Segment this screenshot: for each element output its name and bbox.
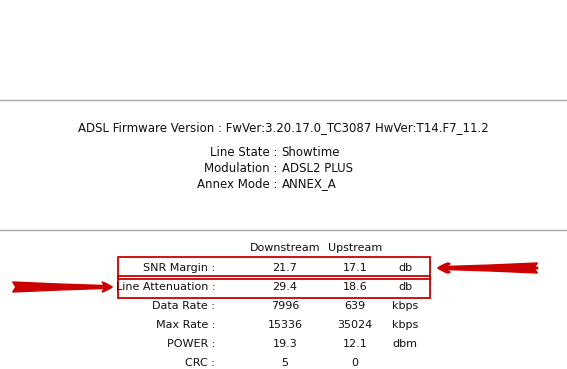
Text: db: db bbox=[398, 263, 412, 273]
Text: dbm: dbm bbox=[392, 339, 417, 349]
Text: 5: 5 bbox=[281, 358, 289, 368]
Text: Showtime: Showtime bbox=[281, 145, 340, 159]
Text: db: db bbox=[398, 282, 412, 292]
Text: 29.4: 29.4 bbox=[273, 282, 298, 292]
Text: ANNEX_A: ANNEX_A bbox=[281, 177, 336, 190]
Text: CRC :: CRC : bbox=[185, 358, 215, 368]
Text: 0: 0 bbox=[352, 358, 358, 368]
Bar bbox=[118, 276, 430, 298]
Text: Modulation :: Modulation : bbox=[204, 162, 281, 175]
Text: SNR Margin :: SNR Margin : bbox=[143, 263, 215, 273]
Text: ADSL Firmware Version : FwVer:3.20.17.0_TC3087 HwVer:T14.F7_11.2: ADSL Firmware Version : FwVer:3.20.17.0_… bbox=[78, 121, 489, 134]
Bar bbox=[118, 257, 430, 279]
Text: 21.7: 21.7 bbox=[273, 263, 298, 273]
Text: Data Rate :: Data Rate : bbox=[152, 301, 215, 311]
Text: Annex Mode :: Annex Mode : bbox=[197, 177, 281, 190]
Text: Downstream: Downstream bbox=[249, 243, 320, 253]
Text: 19.3: 19.3 bbox=[273, 339, 297, 349]
Text: Line State :: Line State : bbox=[210, 145, 281, 159]
Text: 17.1: 17.1 bbox=[342, 263, 367, 273]
Text: 35024: 35024 bbox=[337, 320, 373, 330]
Text: 18.6: 18.6 bbox=[342, 282, 367, 292]
Text: 15336: 15336 bbox=[268, 320, 303, 330]
Text: 639: 639 bbox=[344, 301, 366, 311]
Text: kbps: kbps bbox=[392, 301, 418, 311]
Text: 7996: 7996 bbox=[271, 301, 299, 311]
Text: Line Attenuation :: Line Attenuation : bbox=[116, 282, 215, 292]
Text: Upstream: Upstream bbox=[328, 243, 382, 253]
Text: ADSL2 PLUS: ADSL2 PLUS bbox=[281, 162, 353, 175]
Text: 12.1: 12.1 bbox=[342, 339, 367, 349]
Text: Max Rate :: Max Rate : bbox=[155, 320, 215, 330]
Text: kbps: kbps bbox=[392, 320, 418, 330]
Text: POWER :: POWER : bbox=[167, 339, 215, 349]
